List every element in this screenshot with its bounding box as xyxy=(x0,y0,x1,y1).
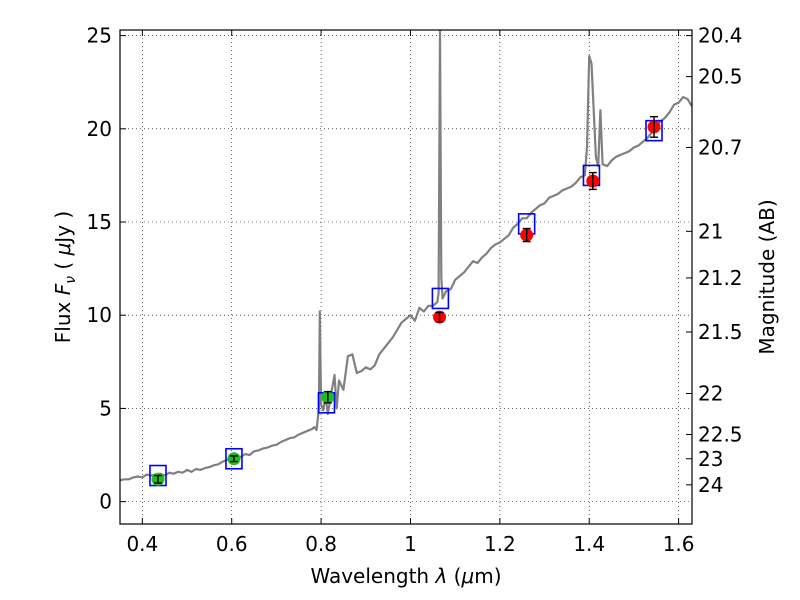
plot-background xyxy=(120,30,692,524)
right-tick-label: 21.5 xyxy=(698,320,743,344)
right-axis-label: Magnitude (AB) xyxy=(755,199,779,354)
x-tick-label: 1.6 xyxy=(663,532,695,556)
y-tick-label: 15 xyxy=(87,210,112,234)
right-tick-label: 23 xyxy=(698,447,723,471)
y-tick-label: 0 xyxy=(99,490,112,514)
axis-ticks: 0.4 0.6 0.8 1 1.2 1.4 1.6 0 5 10 15 20 25 20.4 20.5 20.… xyxy=(87,24,743,556)
right-tick-label: 22.5 xyxy=(698,423,743,447)
x-tick-label: 1 xyxy=(404,532,417,556)
y-tick-label: 25 xyxy=(87,24,112,48)
right-tick-label: 21 xyxy=(698,219,723,243)
grid-lines xyxy=(120,30,692,524)
model-square-marker xyxy=(225,447,243,470)
x-tick-label: 1.4 xyxy=(573,532,605,556)
right-tick-label: 20.5 xyxy=(698,65,743,89)
model-square-marker xyxy=(431,287,450,310)
x-tick-label: 0.4 xyxy=(126,532,158,556)
x-tick-label: 0.8 xyxy=(305,532,337,556)
y-tick-label: 5 xyxy=(99,396,112,420)
x-tick-label: 1.2 xyxy=(484,532,516,556)
plot-frame xyxy=(119,29,693,525)
right-tick-label: 20.4 xyxy=(698,24,743,48)
x-tick-label: 0.6 xyxy=(216,532,248,556)
y-axis-label: Flux Fν ( μJy ) xyxy=(51,211,79,343)
right-tick-label: 22 xyxy=(698,382,723,406)
y-tick-label: 20 xyxy=(87,117,112,141)
x-axis-label: Wavelength λ (μm) xyxy=(310,564,501,588)
right-tick-label: 24 xyxy=(698,473,723,497)
right-tick-label: 21.2 xyxy=(698,266,743,290)
y-tick-label: 10 xyxy=(87,303,112,327)
right-tick-label: 20.7 xyxy=(698,135,743,159)
chart-series xyxy=(120,30,692,487)
